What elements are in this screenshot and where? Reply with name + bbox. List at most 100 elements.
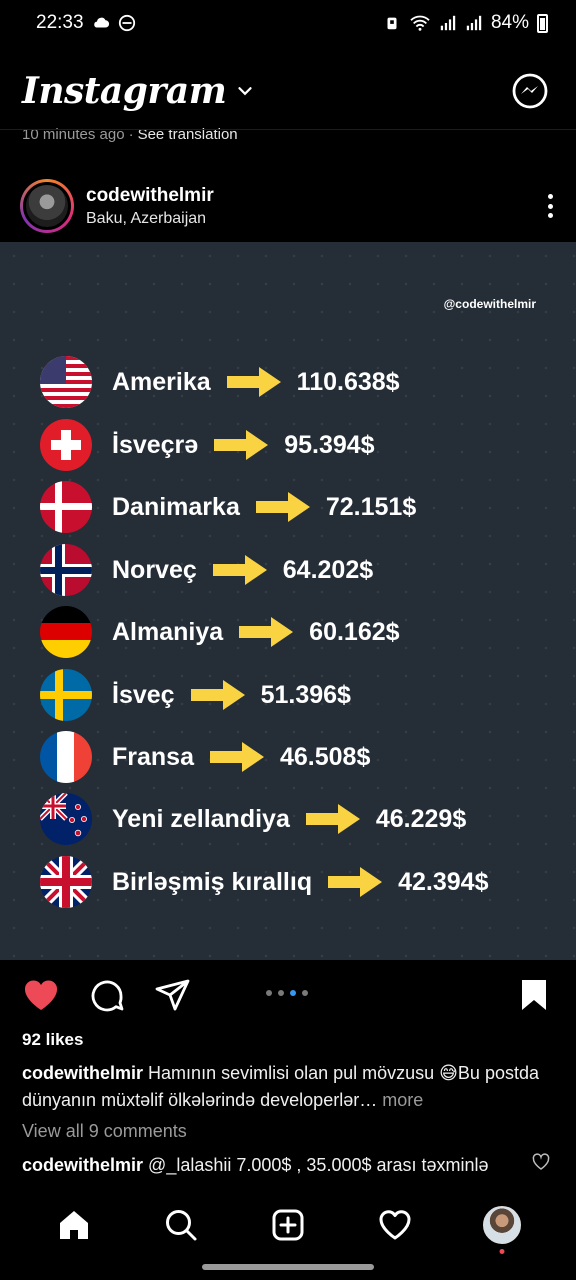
- create-post-tab[interactable]: [269, 1206, 307, 1244]
- country-name: Yeni zellandiya: [112, 804, 290, 833]
- arrow-right-icon: [255, 492, 310, 522]
- salary-value: 60.162$: [309, 617, 400, 646]
- country-name: İsveçrə: [112, 430, 199, 459]
- post-caption: codewithelmir Hamının sevimlisi olan pul…: [22, 1060, 556, 1114]
- country-name: Danimarka: [112, 492, 240, 521]
- list-item: İsveç 51.396$: [40, 668, 351, 722]
- profile-avatar[interactable]: [20, 179, 74, 233]
- gesture-bar[interactable]: [202, 1264, 374, 1270]
- home-tab[interactable]: [55, 1206, 93, 1244]
- battery-percent: 84%: [490, 12, 529, 33]
- list-item: Fransa 46.508$: [40, 730, 370, 784]
- post-header: codewithelmir Baku, Azerbaijan: [0, 170, 576, 242]
- salary-value: 42.394$: [398, 867, 489, 896]
- salary-value: 64.202$: [282, 555, 374, 584]
- comment-username[interactable]: codewithelmir: [22, 1155, 144, 1175]
- add-post-icon: [272, 1209, 304, 1241]
- caption-text: Hamının sevimlisi olan pul mövzusu 😅Bu p…: [22, 1063, 539, 1110]
- alarm-icon: [387, 17, 397, 30]
- bottom-navigation: [0, 1190, 576, 1260]
- meta-separator: ·: [128, 126, 134, 143]
- caption-more-link[interactable]: more: [382, 1090, 424, 1110]
- more-options-icon[interactable]: [544, 191, 556, 221]
- search-tab[interactable]: [162, 1206, 200, 1244]
- post-location[interactable]: Baku, Azerbaijan: [86, 209, 207, 227]
- post-username[interactable]: codewithelmir: [86, 184, 214, 206]
- arrow-right-icon: [226, 367, 281, 397]
- divider: [0, 129, 576, 130]
- account-switcher[interactable]: Instagram: [22, 70, 256, 112]
- bookmark-icon[interactable]: [520, 978, 548, 1012]
- comment-preview: codewithelmir @_lalashii 7.000$ , 35.000…: [22, 1152, 522, 1192]
- likes-count[interactable]: 92 likes: [22, 1030, 84, 1049]
- country-name: Birləşmiş kırallıq: [112, 867, 313, 896]
- post-image[interactable]: @codewithelmir Amerika 110.638$ İsveçrə …: [0, 242, 576, 960]
- arrow-right-icon: [305, 804, 360, 834]
- status-time: 22:33: [36, 12, 84, 33]
- post-actions: [0, 966, 576, 1026]
- arrow-right-icon: [190, 680, 245, 710]
- list-item: İsveçrə 95.394$: [40, 418, 375, 472]
- arrow-right-icon: [328, 867, 383, 897]
- share-icon[interactable]: [154, 977, 192, 1015]
- salary-value: 51.396$: [260, 680, 351, 709]
- signal-icon: [440, 15, 456, 31]
- salary-value: 72.151$: [325, 492, 417, 521]
- carousel-indicator: [266, 990, 308, 996]
- arrow-right-icon: [239, 617, 294, 647]
- denmark-flag-icon: [40, 481, 92, 533]
- arrow-right-icon: [212, 555, 267, 585]
- list-item: Amerika 110.638$: [40, 355, 400, 409]
- arrow-right-icon: [214, 430, 269, 460]
- avatar: [483, 1206, 522, 1244]
- germany-flag-icon: [40, 606, 92, 658]
- salary-value: 46.229$: [375, 804, 467, 833]
- salary-value: 95.394$: [284, 430, 375, 459]
- watermark: @codewithelmir: [443, 297, 536, 311]
- country-name: Almaniya: [112, 617, 224, 646]
- time-ago: 10 minutes ago: [22, 126, 125, 143]
- home-icon: [59, 1211, 88, 1239]
- profile-tab[interactable]: [483, 1206, 522, 1254]
- list-item: Danimarka 72.151$: [40, 480, 416, 534]
- search-icon: [165, 1210, 197, 1241]
- chevron-down-icon: [238, 87, 252, 96]
- list-item: Almaniya 60.162$: [40, 605, 400, 659]
- salary-value: 46.508$: [279, 742, 371, 771]
- see-translation-link[interactable]: See translation: [137, 126, 238, 143]
- wifi-icon: [410, 15, 430, 31]
- uk-flag-icon: [40, 856, 92, 908]
- activity-tab[interactable]: [376, 1206, 414, 1244]
- norway-flag-icon: [40, 544, 92, 596]
- instagram-logo: Instagram: [22, 70, 227, 112]
- carousel-dot: [266, 990, 272, 996]
- comment-icon[interactable]: [88, 977, 126, 1015]
- new-zealand-flag-icon: [40, 793, 92, 845]
- us-flag-icon: [40, 356, 92, 408]
- previous-post-meta: 10 minutes ago · See translation: [22, 126, 238, 143]
- arrow-right-icon: [209, 742, 264, 772]
- country-name: Fransa: [112, 742, 194, 771]
- salary-value: 110.638$: [296, 367, 400, 396]
- country-name: İsveç: [112, 680, 175, 709]
- list-item: Norveç 64.202$: [40, 543, 373, 597]
- status-bar: 22:33 84%: [0, 0, 576, 46]
- country-name: Amerika: [112, 367, 211, 396]
- signal-icon-2: [466, 15, 482, 31]
- comment-like-icon[interactable]: [532, 1153, 550, 1171]
- messenger-icon[interactable]: [510, 71, 550, 111]
- heart-icon: [379, 1210, 411, 1240]
- switzerland-flag-icon: [40, 419, 92, 471]
- country-name: Norveç: [112, 555, 197, 584]
- view-all-comments-link[interactable]: View all 9 comments: [22, 1121, 187, 1141]
- like-heart-icon[interactable]: [22, 977, 60, 1015]
- caption-username[interactable]: codewithelmir: [22, 1063, 144, 1083]
- list-item: Birləşmiş kırallıq 42.394$: [40, 855, 488, 909]
- battery-icon: [537, 13, 548, 33]
- cloud-icon: [93, 17, 109, 28]
- comment-text: @_lalashii 7.000$ , 35.000$ arası təxmin…: [148, 1155, 489, 1175]
- france-flag-icon: [40, 731, 92, 783]
- list-item: Yeni zellandiya 46.229$: [40, 792, 466, 846]
- carousel-dot: [302, 990, 308, 996]
- do-not-disturb-icon: [118, 14, 135, 32]
